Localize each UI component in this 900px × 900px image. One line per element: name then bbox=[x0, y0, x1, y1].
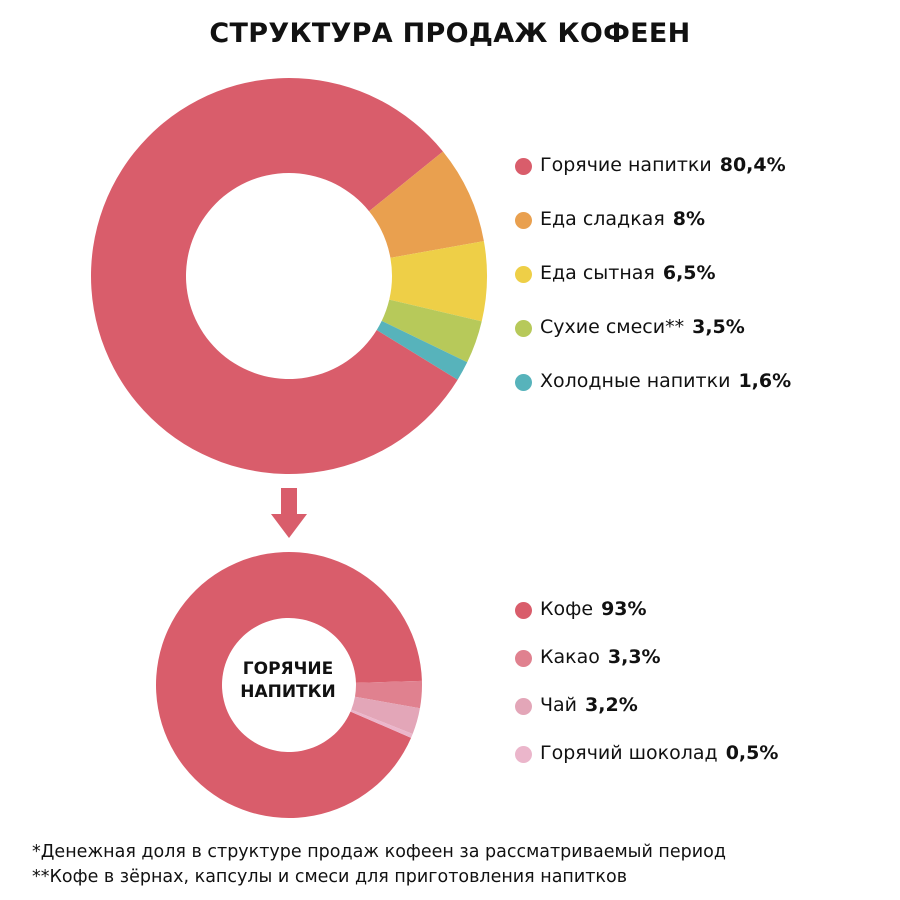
legend-value: 6,5% bbox=[662, 262, 716, 284]
legend-swatch bbox=[515, 320, 532, 337]
legend-value: 8% bbox=[672, 208, 706, 230]
center-label-line-2: НАПИТКИ bbox=[240, 682, 336, 702]
legend-value: 93% bbox=[601, 598, 647, 620]
legend-swatch bbox=[515, 650, 532, 667]
legend-label: Кофе 93% bbox=[540, 598, 647, 620]
legend-value: 3,3% bbox=[607, 646, 661, 668]
donut2-slice-3 bbox=[350, 709, 413, 738]
legend-category: Горячие напитки bbox=[540, 154, 712, 176]
donut2-slice-2 bbox=[351, 696, 420, 734]
legend-swatch bbox=[515, 374, 532, 391]
footnote-1: *Денежная доля в структуре продаж кофеен… bbox=[32, 842, 726, 862]
footnote-2: **Кофе в зёрнах, капсулы и смеси для при… bbox=[32, 867, 628, 887]
legend-label: Сухие смеси** 3,5% bbox=[540, 316, 745, 338]
footnotes: *Денежная доля в структуре продаж кофеен… bbox=[32, 840, 726, 890]
legend-category: Какао bbox=[540, 646, 600, 668]
donut1-slice-1 bbox=[369, 151, 484, 258]
donut2-slice-1 bbox=[354, 680, 423, 709]
legend-label: Холодные напитки 1,6% bbox=[540, 370, 791, 392]
legend-swatch bbox=[515, 698, 532, 715]
legend-category: Еда сытная bbox=[540, 262, 655, 284]
legend-value: 0,5% bbox=[725, 742, 779, 764]
down-arrow-icon bbox=[271, 488, 307, 538]
legend-swatch bbox=[515, 746, 532, 763]
donut1-slice-2 bbox=[389, 241, 487, 322]
legend-label: Какао 3,3% bbox=[540, 646, 661, 668]
legend-label: Еда сытная 6,5% bbox=[540, 262, 716, 284]
legend-category: Чай bbox=[540, 694, 578, 716]
legend-category: Еда сладкая bbox=[540, 208, 665, 230]
legend-label: Чай 3,2% bbox=[540, 694, 638, 716]
donut1-slice-3 bbox=[381, 299, 482, 363]
legend-value: 3,5% bbox=[692, 316, 745, 338]
legend-value: 1,6% bbox=[738, 370, 792, 392]
legend-label: Горячий шоколад 0,5% bbox=[540, 742, 778, 764]
legend-swatch bbox=[515, 266, 532, 283]
donut-center-label: ГОРЯЧИЕ НАПИТКИ bbox=[226, 658, 350, 704]
legend-category: Кофе bbox=[540, 598, 594, 620]
donut1-slice-0 bbox=[90, 77, 458, 474]
legend-swatch bbox=[515, 212, 532, 229]
donut2-slice-0 bbox=[156, 551, 422, 819]
legend-label: Горячие напитки 80,4% bbox=[540, 154, 786, 176]
legend-swatch bbox=[515, 158, 532, 175]
legend-swatch bbox=[515, 602, 532, 619]
chart-title: СТРУКТУРА ПРОДАЖ КОФЕЕН bbox=[209, 18, 691, 49]
center-label-line-1: ГОРЯЧИЕ bbox=[242, 659, 334, 679]
legend-value: 3,2% bbox=[585, 694, 638, 716]
legend-category: Сухие смеси** bbox=[540, 316, 685, 338]
donut1-slice-4 bbox=[376, 320, 468, 380]
legend-label: Еда сладкая 8% bbox=[540, 208, 705, 230]
legend-category: Горячий шоколад bbox=[540, 742, 718, 764]
legend-value: 80,4% bbox=[719, 154, 786, 176]
legend-category: Холодные напитки bbox=[540, 370, 731, 392]
